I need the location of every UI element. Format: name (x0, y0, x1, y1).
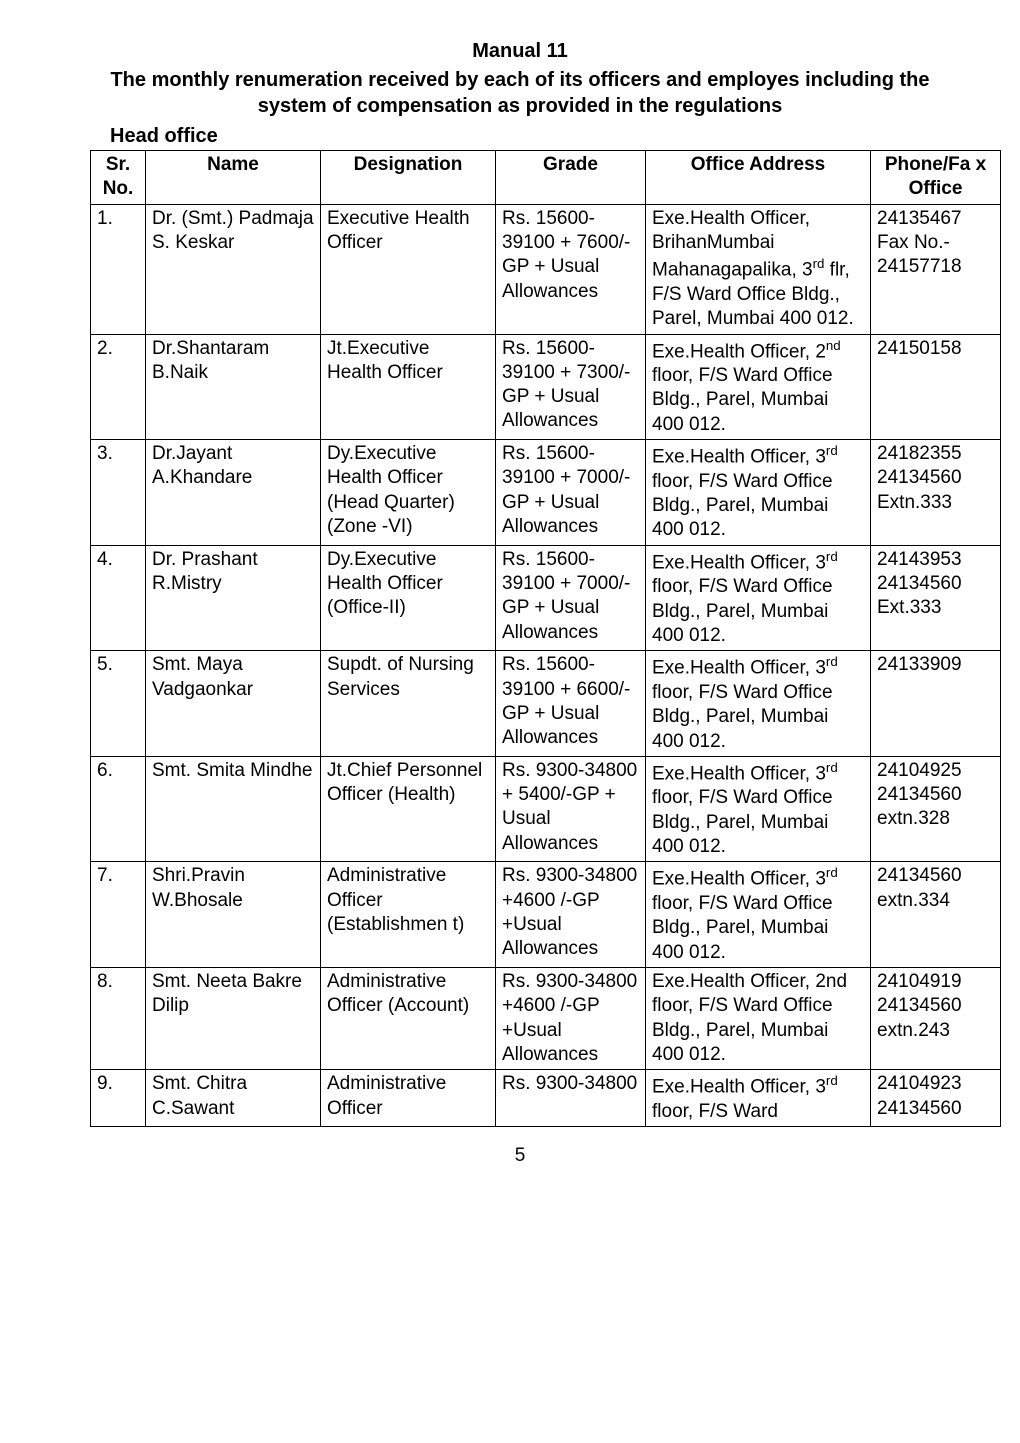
cell-sr: 7. (91, 862, 146, 968)
section-heading: Head office (110, 125, 950, 148)
table-row: 5.Smt. Maya VadgaonkarSupdt. of Nursing … (91, 651, 1001, 757)
table-row: 7.Shri.Pravin W.BhosaleAdministrative Of… (91, 862, 1001, 968)
remuneration-table: Sr. No. Name Designation Grade Office Ad… (90, 150, 1001, 1127)
cell-grade: Rs. 9300-34800 +4600 /-GP +Usual Allowan… (496, 967, 646, 1069)
cell-phone: 24104923 24134560 (871, 1070, 1001, 1127)
cell-sr: 8. (91, 967, 146, 1069)
doc-subtitle: The monthly renumeration received by eac… (90, 67, 950, 119)
table-header-row: Sr. No. Name Designation Grade Office Ad… (91, 151, 1001, 205)
cell-address: Exe.Health Officer, BrihanMumbai Mahanag… (646, 204, 871, 334)
table-row: 4.Dr. Prashant R.MistryDy.Executive Heal… (91, 545, 1001, 651)
table-body: 1.Dr. (Smt.) Padmaja S. KeskarExecutive … (91, 204, 1001, 1127)
cell-address: Exe.Health Officer, 3rd floor, F/S Ward … (646, 545, 871, 651)
cell-phone: 24104919 24134560 extn.243 (871, 967, 1001, 1069)
cell-phone: 24134560 extn.334 (871, 862, 1001, 968)
cell-address: Exe.Health Officer, 3rd floor, F/S Ward … (646, 651, 871, 757)
table-row: 2.Dr.Shantaram B.NaikJt.Executive Health… (91, 334, 1001, 440)
cell-designation: Supdt. of Nursing Services (321, 651, 496, 757)
cell-name: Dr. (Smt.) Padmaja S. Keskar (146, 204, 321, 334)
cell-phone: 24133909 (871, 651, 1001, 757)
cell-name: Smt. Smita Mindhe (146, 756, 321, 862)
cell-designation: Dy.Executive Health Officer (Office-II) (321, 545, 496, 651)
table-row: 1.Dr. (Smt.) Padmaja S. KeskarExecutive … (91, 204, 1001, 334)
cell-grade: Rs. 15600-39100 + 6600/-GP + Usual Allow… (496, 651, 646, 757)
cell-sr: 9. (91, 1070, 146, 1127)
cell-grade: Rs. 9300-34800 +4600 /-GP +Usual Allowan… (496, 862, 646, 968)
col-header-designation: Designation (321, 151, 496, 205)
cell-phone: 24143953 24134560 Ext.333 (871, 545, 1001, 651)
cell-name: Shri.Pravin W.Bhosale (146, 862, 321, 968)
cell-phone: 24150158 (871, 334, 1001, 440)
table-row: 3.Dr.Jayant A.KhandareDy.Executive Healt… (91, 440, 1001, 546)
cell-sr: 1. (91, 204, 146, 334)
doc-title: Manual 11 (90, 40, 950, 63)
cell-name: Smt. Chitra C.Sawant (146, 1070, 321, 1127)
cell-designation: Administrative Officer (Account) (321, 967, 496, 1069)
cell-phone: 24182355 24134560 Extn.333 (871, 440, 1001, 546)
cell-grade: Rs. 15600-39100 + 7000/-GP + Usual Allow… (496, 545, 646, 651)
table-row: 9.Smt. Chitra C.SawantAdministrative Off… (91, 1070, 1001, 1127)
cell-name: Dr.Shantaram B.Naik (146, 334, 321, 440)
cell-designation: Jt.Chief Personnel Officer (Health) (321, 756, 496, 862)
cell-grade: Rs. 15600-39100 + 7000/-GP + Usual Allow… (496, 440, 646, 546)
cell-designation: Dy.Executive Health Officer (Head Quarte… (321, 440, 496, 546)
cell-address: Exe.Health Officer, 3rd floor, F/S Ward … (646, 756, 871, 862)
cell-name: Smt. Neeta Bakre Dilip (146, 967, 321, 1069)
cell-phone: 24135467 Fax No.- 24157718 (871, 204, 1001, 334)
cell-sr: 5. (91, 651, 146, 757)
cell-address: Exe.Health Officer, 3rd floor, F/S Ward … (646, 862, 871, 968)
cell-grade: Rs. 15600-39100 + 7300/-GP + Usual Allow… (496, 334, 646, 440)
table-row: 6.Smt. Smita MindheJt.Chief Personnel Of… (91, 756, 1001, 862)
cell-sr: 4. (91, 545, 146, 651)
col-header-address: Office Address (646, 151, 871, 205)
cell-address: Exe.Health Officer, 2nd floor, F/S Ward … (646, 334, 871, 440)
cell-grade: Rs. 9300-34800 (496, 1070, 646, 1127)
cell-name: Smt. Maya Vadgaonkar (146, 651, 321, 757)
cell-sr: 2. (91, 334, 146, 440)
cell-designation: Jt.Executive Health Officer (321, 334, 496, 440)
table-row: 8.Smt. Neeta Bakre DilipAdministrative O… (91, 967, 1001, 1069)
cell-sr: 3. (91, 440, 146, 546)
cell-name: Dr.Jayant A.Khandare (146, 440, 321, 546)
col-header-grade: Grade (496, 151, 646, 205)
cell-designation: Administrative Officer (Establishmen t) (321, 862, 496, 968)
col-header-sr: Sr. No. (91, 151, 146, 205)
cell-designation: Executive Health Officer (321, 204, 496, 334)
cell-phone: 24104925 24134560 extn.328 (871, 756, 1001, 862)
page: Manual 11 The monthly renumeration recei… (0, 0, 1020, 1197)
cell-sr: 6. (91, 756, 146, 862)
cell-address: Exe.Health Officer, 3rd floor, F/S Ward … (646, 440, 871, 546)
page-number: 5 (90, 1145, 950, 1167)
cell-grade: Rs. 9300-34800 + 5400/-GP + Usual Allowa… (496, 756, 646, 862)
col-header-name: Name (146, 151, 321, 205)
cell-address: Exe.Health Officer, 2nd floor, F/S Ward … (646, 967, 871, 1069)
col-header-phone: Phone/Fa x Office (871, 151, 1001, 205)
cell-grade: Rs. 15600-39100 + 7600/-GP + Usual Allow… (496, 204, 646, 334)
cell-name: Dr. Prashant R.Mistry (146, 545, 321, 651)
cell-address: Exe.Health Officer, 3rd floor, F/S Ward (646, 1070, 871, 1127)
cell-designation: Administrative Officer (321, 1070, 496, 1127)
